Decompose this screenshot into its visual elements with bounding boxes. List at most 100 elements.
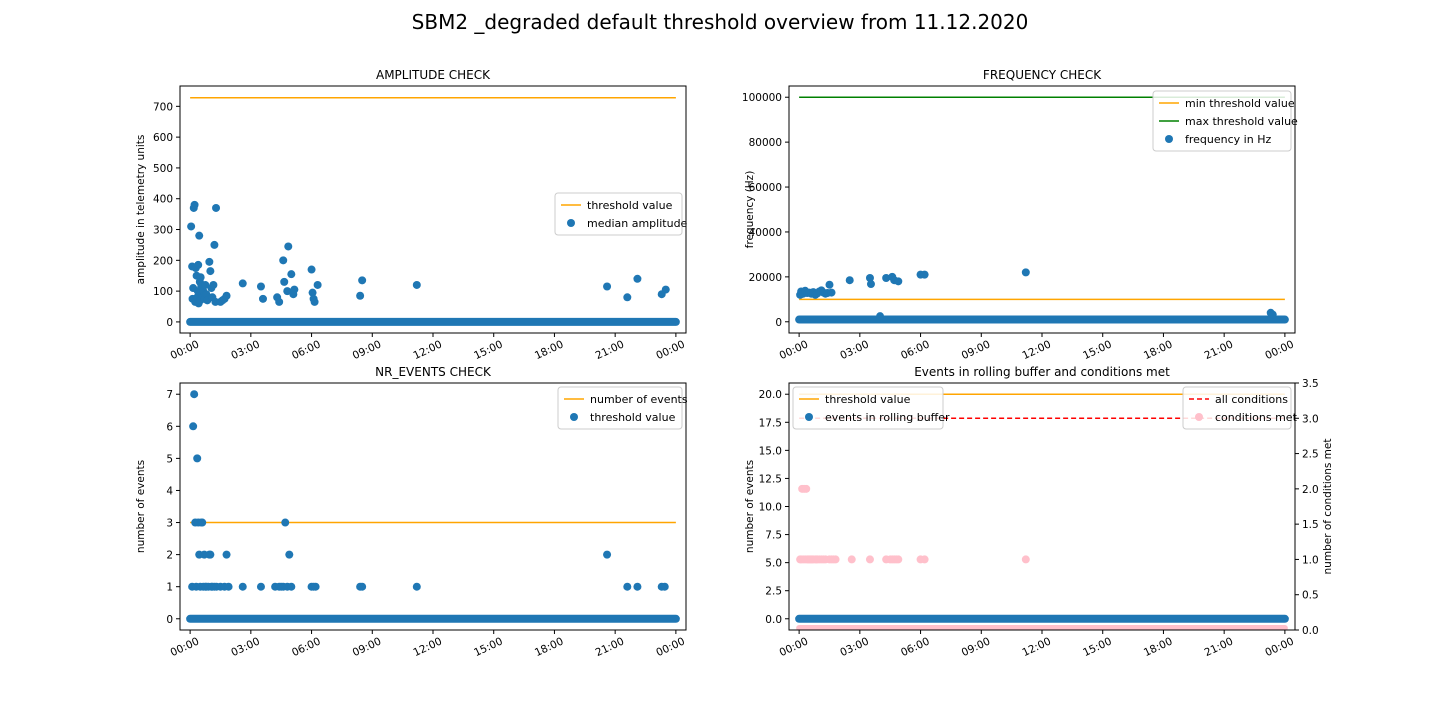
x-tick-label: 21:00 [1203,338,1236,362]
scatter-point [660,582,669,591]
x-tick-label: 03:00 [229,635,262,659]
rolling_buffer-ylabel-right: number of conditions met [1322,439,1334,575]
x-tick-label: 00:00 [778,338,811,362]
x-tick-label: 18:00 [533,635,566,659]
y-tick-label: 500 [153,163,173,175]
scatter-point [633,582,642,591]
x-tick-label: 03:00 [229,338,262,362]
legend [554,192,683,236]
y-tick-label: 3 [166,518,173,530]
y-tick-label: 15.0 [759,445,782,457]
x-tick-label: 21:00 [1203,635,1236,659]
scatter-point [313,280,322,289]
scatter-point [210,240,219,249]
scatter-point [603,282,612,291]
x-tick-label: 12:00 [1020,635,1053,659]
y-tick-label: 600 [153,132,173,144]
amplitude-axes-frame [179,85,687,334]
scatter-point [290,285,299,294]
scatter-point [281,518,290,527]
scatter-point [865,273,874,282]
legend-left [792,386,944,430]
y-tick-label: 20.0 [759,389,782,401]
scatter-point [866,280,875,289]
conditions-met-point [920,555,929,564]
scatter-point [279,256,288,265]
y-tick-label: 6 [166,421,173,433]
y-tick-label: 5 [166,453,173,465]
y-tick-label: 700 [153,101,173,113]
y-tick-label: 80000 [749,137,782,149]
x-tick-label: 00:00 [654,338,687,362]
scatter-point [205,257,214,266]
y-right-tick-label: 0.5 [1302,590,1319,602]
frequency-ylabel: frequency (Hz) [744,171,756,249]
x-tick-label: 18:00 [1142,338,1175,362]
conditions-met-point [847,555,856,564]
scatter-point [603,550,612,559]
y-tick-label: 12.5 [759,473,782,485]
y-tick-label: 60000 [749,182,782,194]
nr_events-ylabel: number of events [135,460,147,553]
scatter-point [623,293,632,302]
nr_events-axes-frame [179,382,687,631]
conditions-met-point [831,555,840,564]
nr_events-plot-area [186,390,680,623]
x-tick-label: 12:00 [411,338,444,362]
x-tick-label: 03:00 [838,338,871,362]
y-tick-label: 7 [166,389,173,401]
scatter-point [198,518,207,527]
scatter-point [623,582,632,591]
y-right-tick-label: 3.0 [1302,413,1319,425]
x-tick-label: 09:00 [960,338,993,362]
y-tick-label: 5.0 [765,558,782,570]
scatter-point [238,582,247,591]
legend [1152,90,1292,152]
legend-right [1182,386,1292,430]
scatter-point [238,279,247,288]
rolling_buffer-title: Events in rolling buffer and conditions … [914,365,1170,379]
x-tick-label: 06:00 [290,635,323,659]
y-right-tick-label: 2.0 [1302,484,1319,496]
scatter-point [412,280,421,289]
scatter-point [285,550,294,559]
legend-label: threshold value [590,411,676,424]
scatter-point [1021,268,1030,277]
y-tick-label: 100 [153,286,173,298]
legend-label: all conditions [1215,393,1288,406]
y-tick-label: 0 [166,614,173,626]
nr_events-chart: NR_EVENTS CHECK number of events 00:00 03:0… [135,365,688,659]
y-tick-label: 0 [775,317,782,329]
x-tick-label: 00:00 [1263,635,1296,659]
x-tick-label: 15:00 [472,635,505,659]
scatter-point [222,291,231,300]
scatter-point [845,276,854,285]
x-tick-label: 21:00 [594,338,627,362]
y-right-tick-label: 1.5 [1302,519,1319,531]
scatter-point [189,422,198,431]
x-tick-label: 15:00 [1081,338,1114,362]
rolling_buffer-axes-frame [788,382,1296,631]
legend-label: min threshold value [1185,97,1295,110]
x-tick-label: 00:00 [654,635,687,659]
y-tick-label: 20000 [749,272,782,284]
legend-label: median amplitude [587,217,688,230]
legend-label: threshold value [825,393,911,406]
scatter-point [222,550,231,559]
x-tick-label: 12:00 [1020,338,1053,362]
y-tick-label: 2 [166,550,173,562]
scatter-point [224,582,233,591]
x-tick-label: 15:00 [472,338,505,362]
scatter-point [212,203,221,212]
amplitude-chart: AMPLITUDE CHECK amplitude in telemetry un… [135,68,688,362]
x-tick-label: 06:00 [290,338,323,362]
scatter-point [1268,310,1277,319]
scatter-point [256,282,265,291]
legend-label: conditions met [1215,411,1298,424]
x-tick-label: 12:00 [411,635,444,659]
y-tick-label: 7.5 [765,530,782,542]
scatter-point [287,270,296,279]
figure-title: SBM2 _degraded default threshold overvie… [411,10,1029,34]
scatter-point [256,582,265,591]
y-tick-label: 2.5 [765,586,782,598]
